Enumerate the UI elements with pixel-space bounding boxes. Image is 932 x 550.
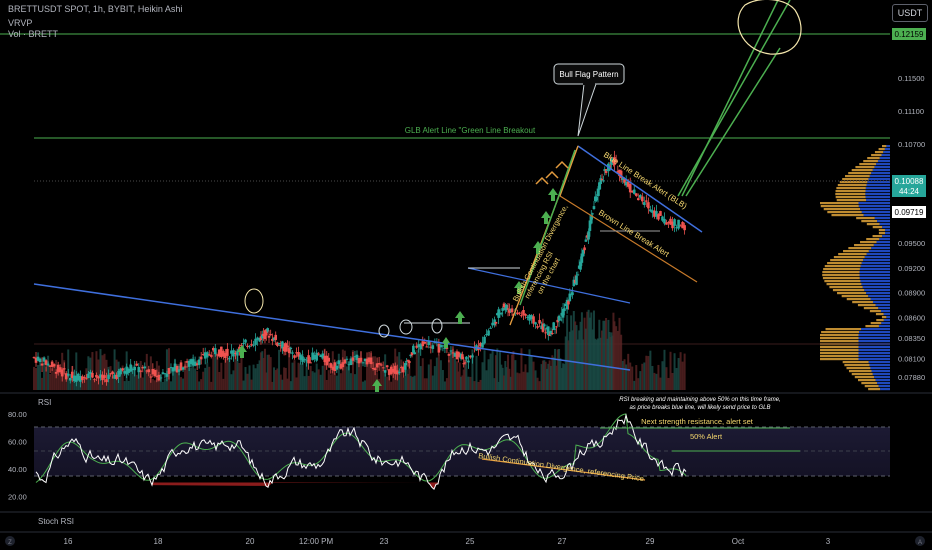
currency-button[interactable]: USDT: [892, 4, 928, 22]
projection-line-2: [681, 0, 779, 197]
rsi-tick-3: 20.00: [8, 492, 27, 501]
rsi-note-line-2: as price breaks blue line, will likely s…: [629, 405, 770, 411]
last-price-label: 0.10088: [895, 177, 924, 186]
level-price-label-bg: [892, 206, 926, 218]
buy-arrow-7: [541, 211, 551, 224]
price-tick-2: 0.11100: [898, 107, 924, 116]
time-tick-8: Oct: [732, 537, 745, 546]
time-tick-5: 25: [466, 537, 475, 546]
price-tick-12: 0.07880: [898, 373, 925, 382]
peak-chevrons: [535, 160, 569, 185]
time-tick-0: 16: [64, 537, 73, 546]
buy-arrow-1: [237, 345, 247, 358]
swing-circle-4: [431, 318, 443, 334]
buy-arrow-4: [455, 311, 465, 324]
rsi-note-line-1: RSI breaking and maintaining above 50% o…: [619, 397, 780, 403]
bar-countdown: 44:24: [899, 187, 920, 196]
zoom-icon[interactable]: [5, 536, 15, 546]
blue-break-annotation: Blue Line Break Alert (BLB): [602, 150, 689, 211]
auto-scale-icon-glyph: A: [918, 540, 922, 546]
blue-break-line[interactable]: [577, 145, 703, 233]
bull-flag-label: Bull Flag Pattern: [559, 70, 618, 79]
last-price-label-bg: [892, 175, 926, 197]
time-tick-4: 23: [380, 537, 389, 546]
price-tick-10: 0.08350: [898, 334, 925, 343]
price-tick-8: 0.08900: [898, 289, 925, 298]
time-tick-6: 27: [558, 537, 567, 546]
glb-annotation: GLB Alert Line "Green Line Breakout: [405, 126, 536, 135]
time-tick-9: 3: [826, 537, 831, 546]
projection-line-3: [685, 47, 781, 197]
bullish-divergence-chart-annotation: Bullish Continuation Divergence, referen…: [511, 203, 570, 303]
buy-arrows: [237, 188, 558, 392]
rsi-tick-0: 80.00: [8, 410, 27, 419]
target-circle: [737, 0, 802, 55]
volume-profile: [820, 145, 890, 391]
swing-circle-2: [378, 324, 390, 338]
swing-circle-3: [399, 319, 413, 335]
rsi-tick-1: 60.00: [8, 437, 27, 446]
price-tick-11: 0.08100: [898, 355, 925, 364]
time-tick-2: 20: [246, 537, 255, 546]
buy-arrow-2: [372, 379, 382, 392]
price-tick-6: 0.09500: [898, 239, 925, 248]
rsi-divergence-line: [481, 458, 646, 481]
fifty-alert-annotation: 50% Alert: [690, 432, 723, 441]
time-tick-7: 29: [646, 537, 655, 546]
glb-price-label: 0.12159: [895, 30, 924, 39]
long-blue-trendline[interactable]: [33, 283, 631, 371]
next-resistance-annotation: Next strength resistance, alert set: [641, 417, 754, 426]
mid-blue-line[interactable]: [467, 267, 631, 304]
zoom-icon-glyph: Z: [8, 540, 12, 546]
level-price-label: 0.09719: [895, 208, 924, 217]
volume-indicator-label[interactable]: Vol · BRETT: [8, 29, 59, 39]
time-tick-1: 18: [154, 537, 163, 546]
rsi-tick-2: 40.00: [8, 465, 27, 474]
brown-break-line[interactable]: [559, 195, 698, 283]
rsi-oversold-fill: [152, 482, 438, 490]
price-tick-7: 0.09200: [898, 264, 925, 273]
bull-flag-callout[interactable]: Bull Flag Pattern: [553, 63, 625, 137]
swing-circle-1: [244, 288, 264, 314]
time-axis[interactable]: 16 18 20 12:00 PM 23 25 27 29 Oct 3: [64, 537, 831, 546]
price-tick-3: 0.10700: [898, 140, 925, 149]
time-tick-3: 12:00 PM: [299, 537, 334, 546]
auto-scale-icon[interactable]: [915, 536, 925, 546]
buy-arrow-8: [548, 188, 558, 201]
price-tick-9: 0.08600: [898, 313, 925, 322]
vrvp-indicator-label[interactable]: VRVP: [8, 18, 33, 28]
price-tick-1: 0.11500: [898, 74, 925, 83]
rsi-title[interactable]: RSI: [38, 398, 51, 407]
green-flag-pole: [519, 149, 576, 306]
glb-price-label-bg: [892, 28, 926, 40]
projection-line-1: [677, 0, 791, 197]
rsi-axis: 80.00 60.00 40.00 20.00: [8, 410, 27, 502]
volume-bars: [33, 309, 686, 390]
buy-arrow-5: [514, 281, 524, 294]
stoch-rsi-title[interactable]: Stoch RSI: [38, 517, 74, 526]
candles: [32, 150, 686, 388]
symbol-title[interactable]: BRETTUSDT SPOT, 1h, BYBIT, Heikin Ashi: [8, 4, 183, 14]
buy-arrow-3: [442, 337, 450, 348]
buy-arrow-6: [533, 241, 543, 254]
rsi-line: [35, 413, 687, 491]
